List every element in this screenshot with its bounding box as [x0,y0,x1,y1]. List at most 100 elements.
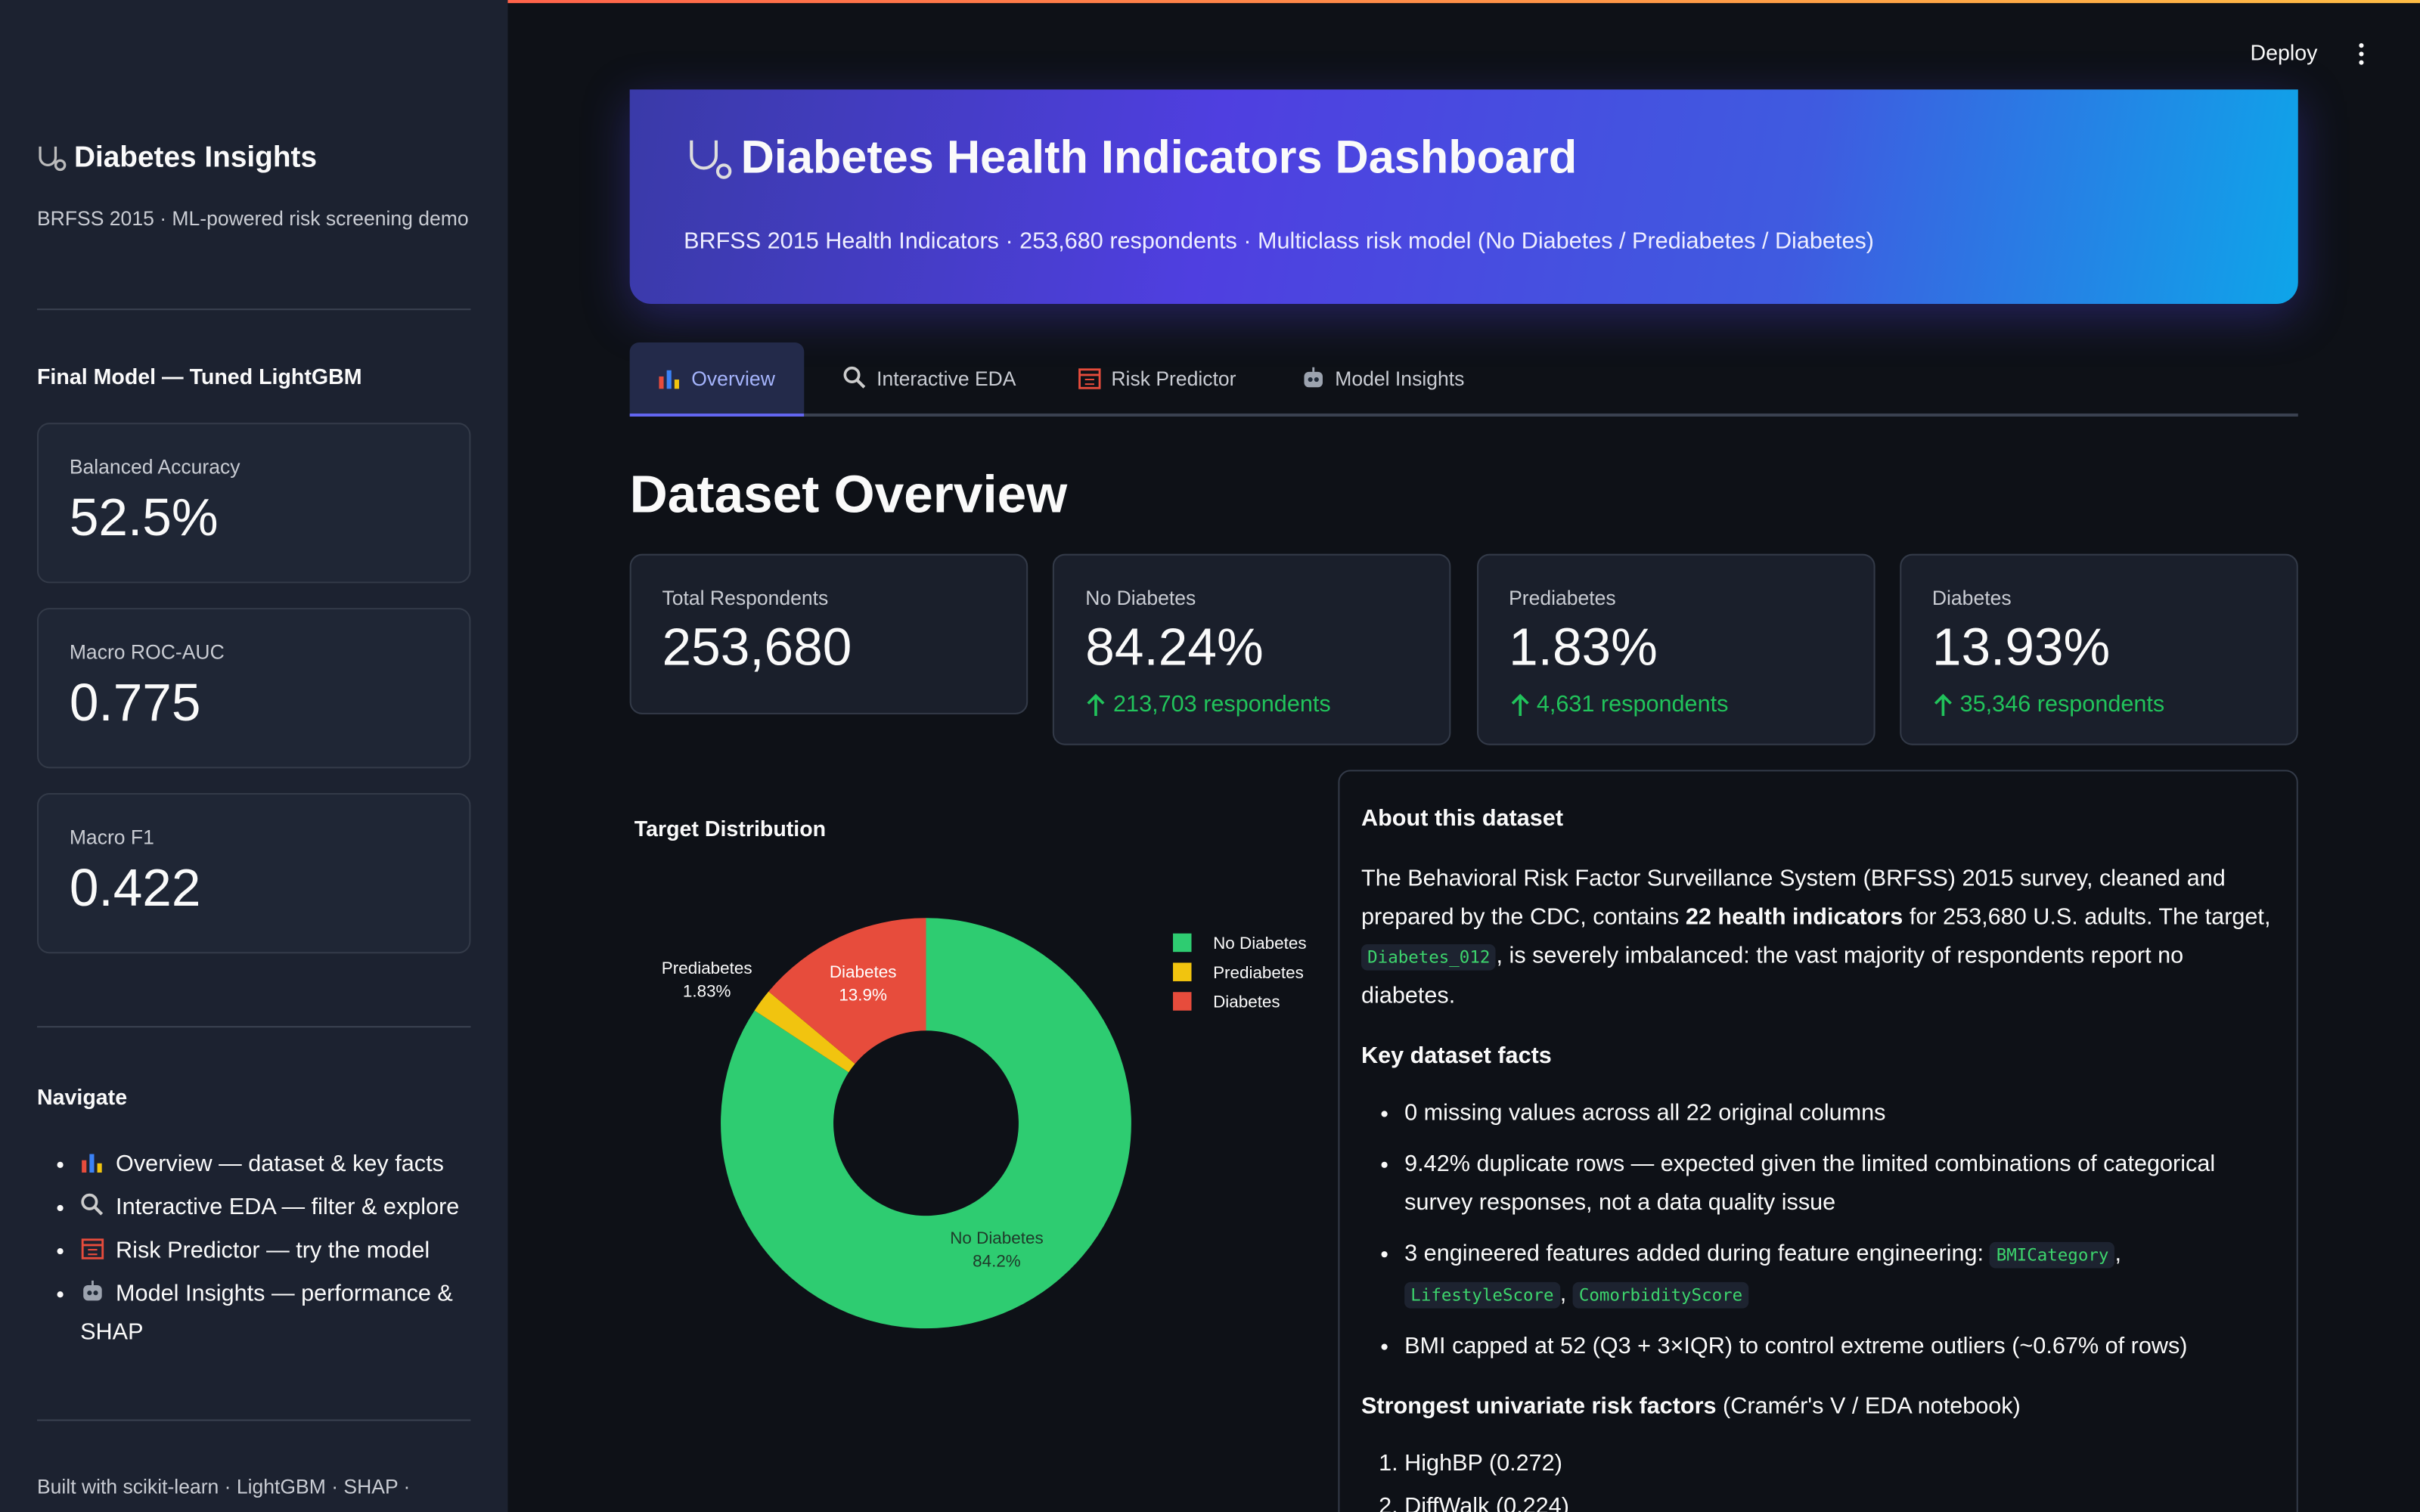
text: , is severely imbalanced: the vast major… [1360,942,2184,1009]
tab-label: Model Insights [1335,366,1465,390]
metric-label: Diabetes [1931,586,2012,610]
legend-label: Diabetes [1213,993,1280,1012]
fact: 9.42% duplicate rows — expected given th… [1404,1145,2275,1222]
icon [81,1238,104,1259]
delta-arrow [1510,692,1528,715]
active-tab-bg [629,342,805,417]
metric-card: No Diabetes 84.24% 213,703 respondents [1053,553,1451,745]
icon [83,1280,102,1301]
icon [82,1154,102,1173]
metric-label: Prediabetes [1509,586,1616,610]
metric-value: 0.422 [69,859,201,919]
text: , [2114,1240,2122,1267]
risk-heading: Strongest univariate risk factors [1360,1393,1717,1420]
slice-value: 84.2% [973,1251,1021,1270]
sidebar-title: Diabetes Insights [73,141,318,175]
nav-text: Overview — dataset & key facts [116,1151,444,1178]
metric-card: Macro ROC-AUC 0.775 [36,608,471,769]
legend-swatch [1173,962,1192,981]
text: BMI capped at 52 (Q3 + 3×IQR) to control… [1404,1333,2188,1359]
icon [81,1193,104,1216]
delta-arrow [1934,692,1952,715]
about-intro: The Behavioral Risk Factor Surveillance … [1360,860,2275,1015]
metric-label: Macro ROC-AUC [69,640,225,664]
metric-card: Prediabetes 1.83% 4,631 respondents [1476,553,1875,745]
header-banner: Diabetes Health Indicators Dashboard BRF… [629,89,2298,305]
metric-label: Total Respondents [662,586,829,610]
legend-label: Prediabetes [1213,963,1304,982]
icon [1304,367,1323,388]
tab[interactable]: Overview [657,342,775,414]
nav-item: Model Insights — performance & SHAP [80,1275,497,1352]
metric-delta: 213,703 respondents [1085,691,1331,717]
fact: 0 missing values across all 22 original … [1404,1094,2275,1132]
tab-label: Overview [691,366,775,390]
nav-item: Overview — dataset & key facts [80,1145,497,1183]
tab-rule [629,413,2298,417]
chart-title: Target Distribution [634,817,826,841]
tab[interactable]: Model Insights [1301,342,1464,414]
risk-factor: HighBP (0.272) [1404,1444,2275,1483]
nav-text: Interactive EDA — filter & explore [116,1194,460,1221]
text: 0 missing values across all 22 original … [1404,1100,1886,1126]
top-bar [0,0,2420,4]
tab[interactable]: Risk Predictor [1077,342,1236,414]
metric-label: Macro F1 [69,825,154,849]
metric-delta: 35,346 respondents [1932,691,2164,717]
slice-value: 13.9% [839,986,887,1005]
risk-list: HighBP (0.272) DiffWalk (0.224) [1361,1444,2275,1512]
code: ComorbidityScore [1572,1281,1749,1309]
text: , [1559,1280,1573,1307]
tab-label: Risk Predictor [1111,366,1236,390]
text: 3 engineered features added during featu… [1404,1240,1990,1267]
nav-item: Risk Predictor — try the model [80,1232,497,1270]
slice-value: 1.83% [683,981,731,1000]
sidebar-subtitle: BRFSS 2015 · ML-powered risk screening d… [36,206,469,231]
deploy-button[interactable]: Deploy [2250,40,2318,65]
legend-swatch [1173,992,1192,1011]
sidebar: Diabetes Insights BRFSS 2015 · ML-powere… [0,0,508,1512]
delta-text: 213,703 respondents [1113,691,1331,717]
nav-list: Overview — dataset & key facts Interactiv… [37,1145,497,1356]
metric-card: Total Respondents 253,680 [629,553,1028,714]
delta-text: 35,346 respondents [1959,691,2165,717]
metric-value: 0.775 [69,674,201,733]
about-panel: About this dataset The Behavioral Risk F… [1338,770,2298,1512]
slice-label: Prediabetes 1.83% [662,959,752,1001]
header-title: Diabetes Health Indicators Dashboard [740,132,1578,184]
sidebar-footer: Built with scikit-learn · LightGBM · SHA… [36,1475,411,1498]
tab-label: Interactive EDA [876,366,1016,390]
menu-button[interactable] [2352,42,2370,67]
metric-card: Balanced Accuracy 52.5% [36,423,471,584]
metric-value: 52.5% [69,488,219,548]
header-subtitle: BRFSS 2015 Health Indicators · 253,680 r… [684,228,1874,255]
metric-value: 253,680 [662,618,852,677]
pie-slice [768,918,926,1064]
icon [1078,368,1101,389]
code: BMICategory [1990,1241,2115,1269]
text: for 253,680 U.S. adults. The target, [1903,903,2271,931]
nav-text: Risk Predictor — try the model [116,1237,430,1264]
divider [36,308,471,311]
facts-list: 0 missing values across all 22 original … [1361,1094,2275,1365]
fact: BMI capped at 52 (Q3 + 3×IQR) to control… [1404,1327,2275,1365]
slice-label: Diabetes 13.9% [830,962,897,1005]
legend-swatch [1173,933,1192,953]
metric-label: No Diabetes [1085,586,1196,610]
slice-category: Diabetes [830,962,897,981]
pie-chart: Target Distribution No Diabetes 84.2%No D… [634,817,1307,1329]
tab[interactable]: Interactive EDA [842,342,1016,414]
risk-note: (Cramér's V / EDA notebook) [1723,1393,2021,1420]
metric-value: 1.83% [1509,618,1658,677]
slice-label: No Diabetes 84.2% [950,1228,1043,1271]
stethoscope-icon [39,146,67,172]
metric-delta: 4,631 respondents [1509,691,1728,717]
risk-heading-line: Strongest univariate risk factors (Cramé… [1361,1387,2275,1426]
text: 9.42% duplicate rows — expected given th… [1404,1151,2216,1216]
divider [36,1026,471,1028]
facts-heading: Key dataset facts [1360,1043,1552,1070]
code: Diabetes_012 [1360,943,1497,971]
icon [843,366,866,389]
